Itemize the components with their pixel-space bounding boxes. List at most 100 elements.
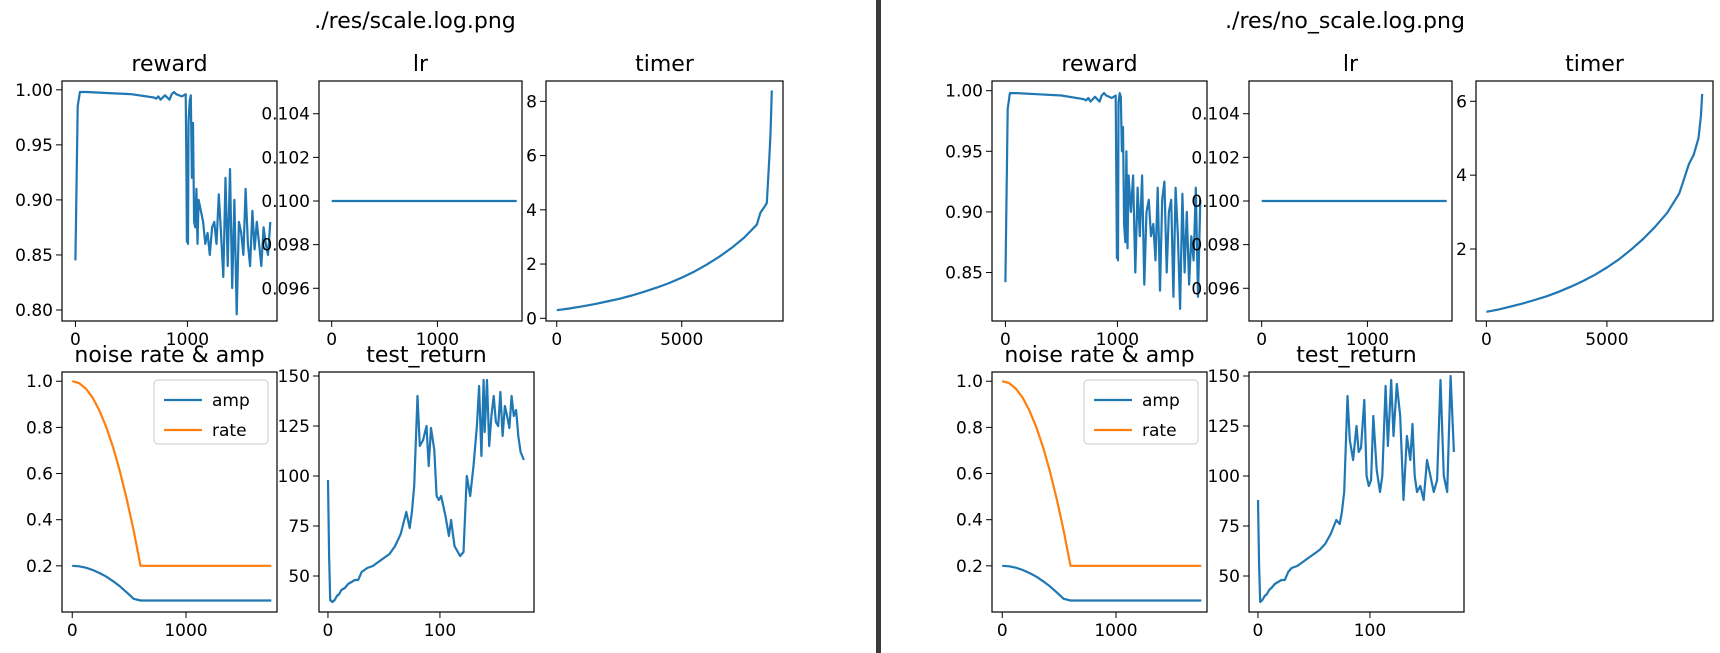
y-tick-label: 75 [1218, 517, 1240, 537]
subplot-title: lr [413, 52, 429, 77]
y-tick-label: 0.85 [945, 264, 983, 284]
x-tick-label: 1000 [166, 330, 209, 350]
legend: amp rate [1083, 379, 1199, 445]
subplot-lr: lr 0 1000 0.096 0.098 0.100 0.102 0.104 [1191, 52, 1453, 350]
x-tick-label: 0 [1000, 330, 1011, 350]
y-tick-label: 0.8 [956, 418, 983, 438]
axes-frame [1475, 80, 1714, 322]
y-tick-label: 0.104 [1191, 105, 1240, 125]
legend-label-amp: amp [212, 391, 250, 411]
subplot-noise-rate-amp: noise rate & amp 0 1000 0.2 0.4 0.6 0.8 1.0 amp r… [26, 343, 278, 641]
y-tick-label: 0.90 [945, 203, 983, 223]
x-tick-label: 1000 [1094, 621, 1137, 641]
y-tick-label: 1.0 [956, 372, 983, 392]
y-tick-label: 0.6 [956, 465, 983, 485]
x-tick-label: 0 [326, 330, 337, 350]
x-tick-label: 0 [551, 330, 562, 350]
legend-label-rate: rate [1142, 421, 1177, 441]
y-tick-label: 1.00 [945, 82, 983, 102]
y-tick-label: 0.95 [945, 142, 983, 162]
axes-frame [61, 80, 278, 322]
y-tick-label: 0.2 [956, 557, 983, 577]
y-tick-label: 0.098 [261, 236, 310, 256]
series-line-rate [71, 380, 272, 567]
y-tick-label: 0.100 [261, 192, 310, 212]
subplot-title: noise rate & amp [74, 343, 264, 368]
panel-divider [876, 0, 881, 653]
x-tick-label: 5000 [660, 330, 703, 350]
subplot-timer: timer 0 5000 0 2 4 6 8 [526, 52, 784, 350]
x-tick-label: 0 [1253, 621, 1264, 641]
y-tick-label: 0 [526, 309, 537, 329]
series-line-0 [556, 90, 773, 312]
subplot-title: lr [1343, 52, 1359, 77]
y-tick-label: 0.104 [261, 105, 310, 125]
subplot-title: test_return [366, 343, 487, 368]
legend-label-rate: rate [212, 421, 247, 441]
series-line-amp [1002, 564, 1202, 602]
y-tick-label: 0.4 [26, 511, 53, 531]
x-tick-label: 1000 [1096, 330, 1139, 350]
y-tick-label: 0.098 [1191, 236, 1240, 256]
legend: amp rate [153, 379, 269, 445]
legend-label-amp: amp [1142, 391, 1180, 411]
subplot-timer: timer 0 5000 2 4 6 [1456, 52, 1714, 350]
y-tick-label: 0.80 [15, 301, 53, 321]
y-tick-label: 0.4 [956, 511, 983, 531]
x-tick-label: 0 [1481, 330, 1492, 350]
series-line-amp [72, 564, 272, 602]
y-tick-label: 50 [1218, 567, 1240, 587]
x-tick-label: 0 [1256, 330, 1267, 350]
subplot-reward: reward 0 1000 0.85 0.90 0.95 1.00 [945, 52, 1208, 350]
y-tick-label: 50 [288, 567, 310, 587]
x-tick-label: 100 [424, 621, 456, 641]
subplot-test-return: test_return 0 100 50 75 100 125 150 [278, 343, 535, 641]
x-tick-label: 100 [1354, 621, 1386, 641]
y-tick-label: 0.95 [15, 136, 53, 156]
y-tick-label: 0.85 [15, 246, 53, 266]
axes-frame [991, 80, 1208, 322]
y-tick-label: 0.6 [26, 465, 53, 485]
subplot-title: reward [1061, 52, 1137, 77]
subplot-title: timer [635, 52, 695, 77]
y-tick-label: 150 [278, 367, 310, 387]
y-tick-label: 0.8 [26, 418, 53, 438]
series-line-0 [326, 378, 525, 604]
y-tick-label: 75 [288, 517, 310, 537]
y-tick-label: 0.096 [261, 279, 310, 299]
series-line-0 [1486, 93, 1704, 313]
y-tick-label: 0.102 [261, 148, 310, 168]
y-tick-label: 4 [1456, 166, 1467, 186]
y-tick-label: 2 [526, 255, 537, 275]
y-tick-label: 150 [1208, 367, 1240, 387]
x-tick-label: 0 [997, 621, 1008, 641]
x-tick-label: 1000 [1346, 330, 1389, 350]
series-line-0 [74, 90, 272, 316]
x-tick-label: 0 [323, 621, 334, 641]
y-tick-label: 0.90 [15, 191, 53, 211]
axes-frame [991, 371, 1208, 613]
figure-title: ./res/scale.log.png [314, 9, 515, 34]
subplot-lr: lr 0 1000 0.096 0.098 0.100 0.102 0.104 [261, 52, 523, 350]
subplot-title: reward [131, 52, 207, 77]
x-tick-label: 0 [70, 330, 81, 350]
y-tick-label: 1.0 [26, 372, 53, 392]
x-tick-label: 1000 [416, 330, 459, 350]
subplot-noise-rate-amp: noise rate & amp 0 1000 0.2 0.4 0.6 0.8 1.0 amp r… [956, 343, 1208, 641]
y-tick-label: 100 [278, 467, 310, 487]
y-tick-label: 0.100 [1191, 192, 1240, 212]
y-tick-label: 125 [1208, 417, 1240, 437]
y-tick-label: 0.2 [26, 557, 53, 577]
axes-frame [545, 80, 784, 322]
y-tick-label: 8 [526, 92, 537, 112]
y-tick-label: 1.00 [15, 81, 53, 101]
y-tick-label: 4 [526, 201, 537, 221]
subplot-reward: reward 0 1000 0.80 0.85 0.90 0.95 1.00 [15, 52, 278, 350]
axes-frame [1248, 371, 1465, 613]
y-tick-label: 2 [1456, 240, 1467, 260]
subplot-test-return: test_return 0 100 50 75 100 125 150 [1208, 343, 1465, 641]
legend-box [153, 379, 269, 445]
x-tick-label: 0 [67, 621, 78, 641]
